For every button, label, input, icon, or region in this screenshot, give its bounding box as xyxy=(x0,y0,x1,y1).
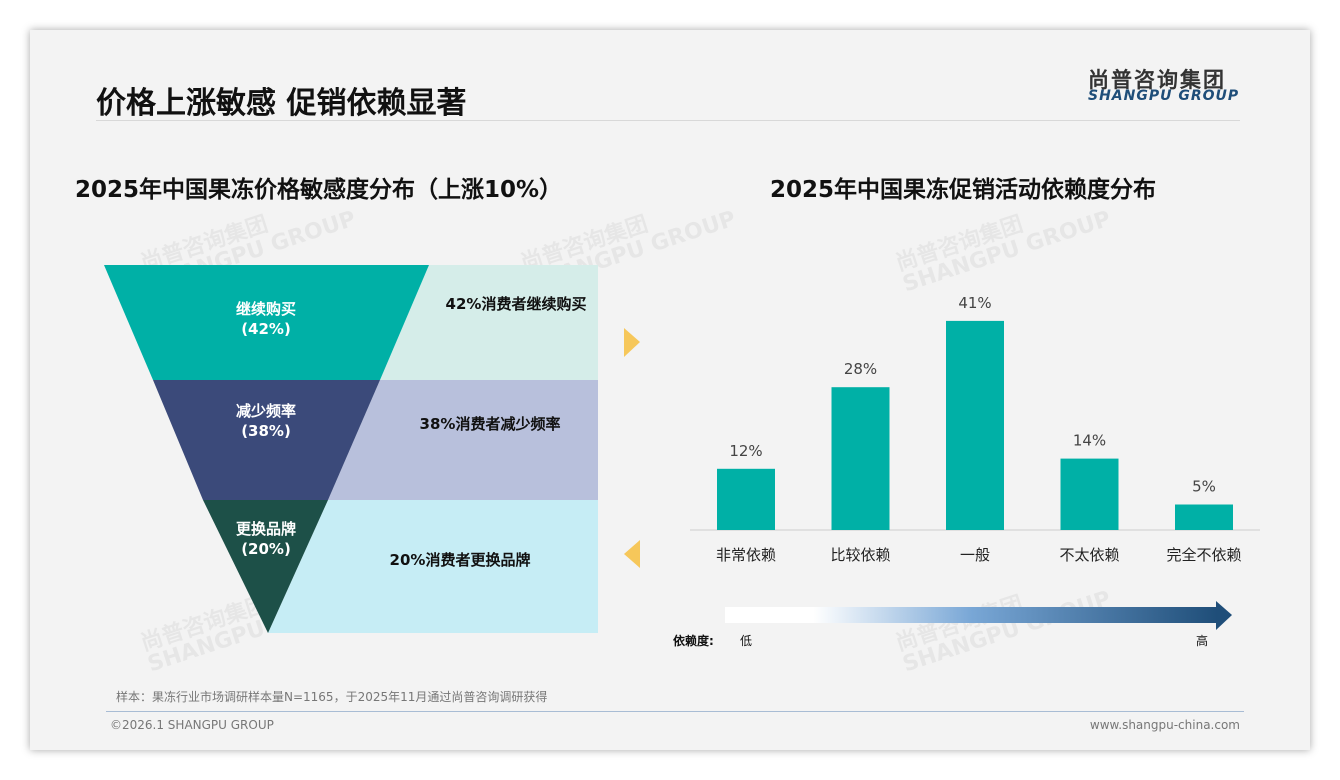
funnel-stage-1-label: (42%) xyxy=(241,320,291,338)
bar-4 xyxy=(1060,458,1119,530)
funnel-stage-3-label: (20%) xyxy=(241,540,291,558)
arrow-right-icon xyxy=(624,328,640,357)
arrow-head-icon xyxy=(1216,601,1232,630)
category-label: 完全不依赖 xyxy=(1166,546,1241,564)
bar-value-label: 28% xyxy=(844,360,877,378)
funnel-stage-2-name: 减少频率 xyxy=(236,402,296,420)
divider xyxy=(96,120,1240,121)
arrow-left-icon xyxy=(624,540,640,568)
category-label: 非常依赖 xyxy=(716,546,776,564)
chart-canvas: 继续购买 (42%) 减少频率 (38%) 更换品牌 (20%) 42%消费者继… xyxy=(104,265,1260,648)
funnel-title: 2025年中国果冻价格敏感度分布（上涨10%） xyxy=(75,177,563,203)
funnel-panel-3 xyxy=(268,500,598,633)
bar-value-label: 5% xyxy=(1192,478,1216,496)
bar-value-label: 41% xyxy=(958,294,991,312)
funnel-stage-3 xyxy=(203,500,328,633)
funnel-panel-2 xyxy=(328,380,598,500)
bar-value-label: 12% xyxy=(729,442,762,460)
bar-5 xyxy=(1175,504,1233,530)
funnel-stage-1-name: 继续购买 xyxy=(236,300,296,318)
logo-cn: 尚普咨询集团 xyxy=(1088,68,1226,92)
scale-label: 依赖度: xyxy=(673,633,714,648)
funnel-desc-2: 38%消费者减少频率 xyxy=(420,415,561,433)
funnel-desc-1: 42%消费者继续购买 xyxy=(446,295,587,313)
website-link[interactable]: www.shangpu-china.com xyxy=(1089,718,1240,732)
footer-divider xyxy=(106,711,1244,712)
category-label: 不太依赖 xyxy=(1059,546,1119,564)
bar-chart-title: 2025年中国果冻促销活动依赖度分布 xyxy=(770,177,1157,203)
category-label: 一般 xyxy=(960,546,990,564)
bar-2 xyxy=(831,387,890,530)
bar-1 xyxy=(717,468,775,530)
page-title: 价格上涨敏感 促销依赖显著 xyxy=(96,86,467,121)
funnel-stage-1 xyxy=(104,265,429,380)
category-label: 比较依赖 xyxy=(830,546,890,564)
funnel-desc-3: 20%消费者更换品牌 xyxy=(390,551,531,569)
scale-low: 低 xyxy=(740,634,752,648)
bar-value-label: 14% xyxy=(1073,432,1106,450)
bar-3 xyxy=(946,320,1004,530)
funnel-stage-3-name: 更换品牌 xyxy=(236,520,296,538)
logo-en: SHANGPU GROUP xyxy=(1088,88,1240,104)
sample-note: 样本：果冻行业市场调研样本量N=1165，于2025年11月通过尚普咨询调研获得 xyxy=(116,690,548,704)
funnel-stage-2-label: (38%) xyxy=(241,422,291,440)
slide: 价格上涨敏感 促销依赖显著 尚普咨询集团 SHANGPU GROUP 尚普咨询集… xyxy=(30,30,1310,750)
copyright: ©2026.1 SHANGPU GROUP xyxy=(110,718,274,732)
dependency-gradient-bar xyxy=(725,607,1217,623)
funnel-panel-1 xyxy=(380,265,598,380)
funnel-stage-2 xyxy=(153,380,380,500)
scale-high: 高 xyxy=(1196,633,1208,648)
